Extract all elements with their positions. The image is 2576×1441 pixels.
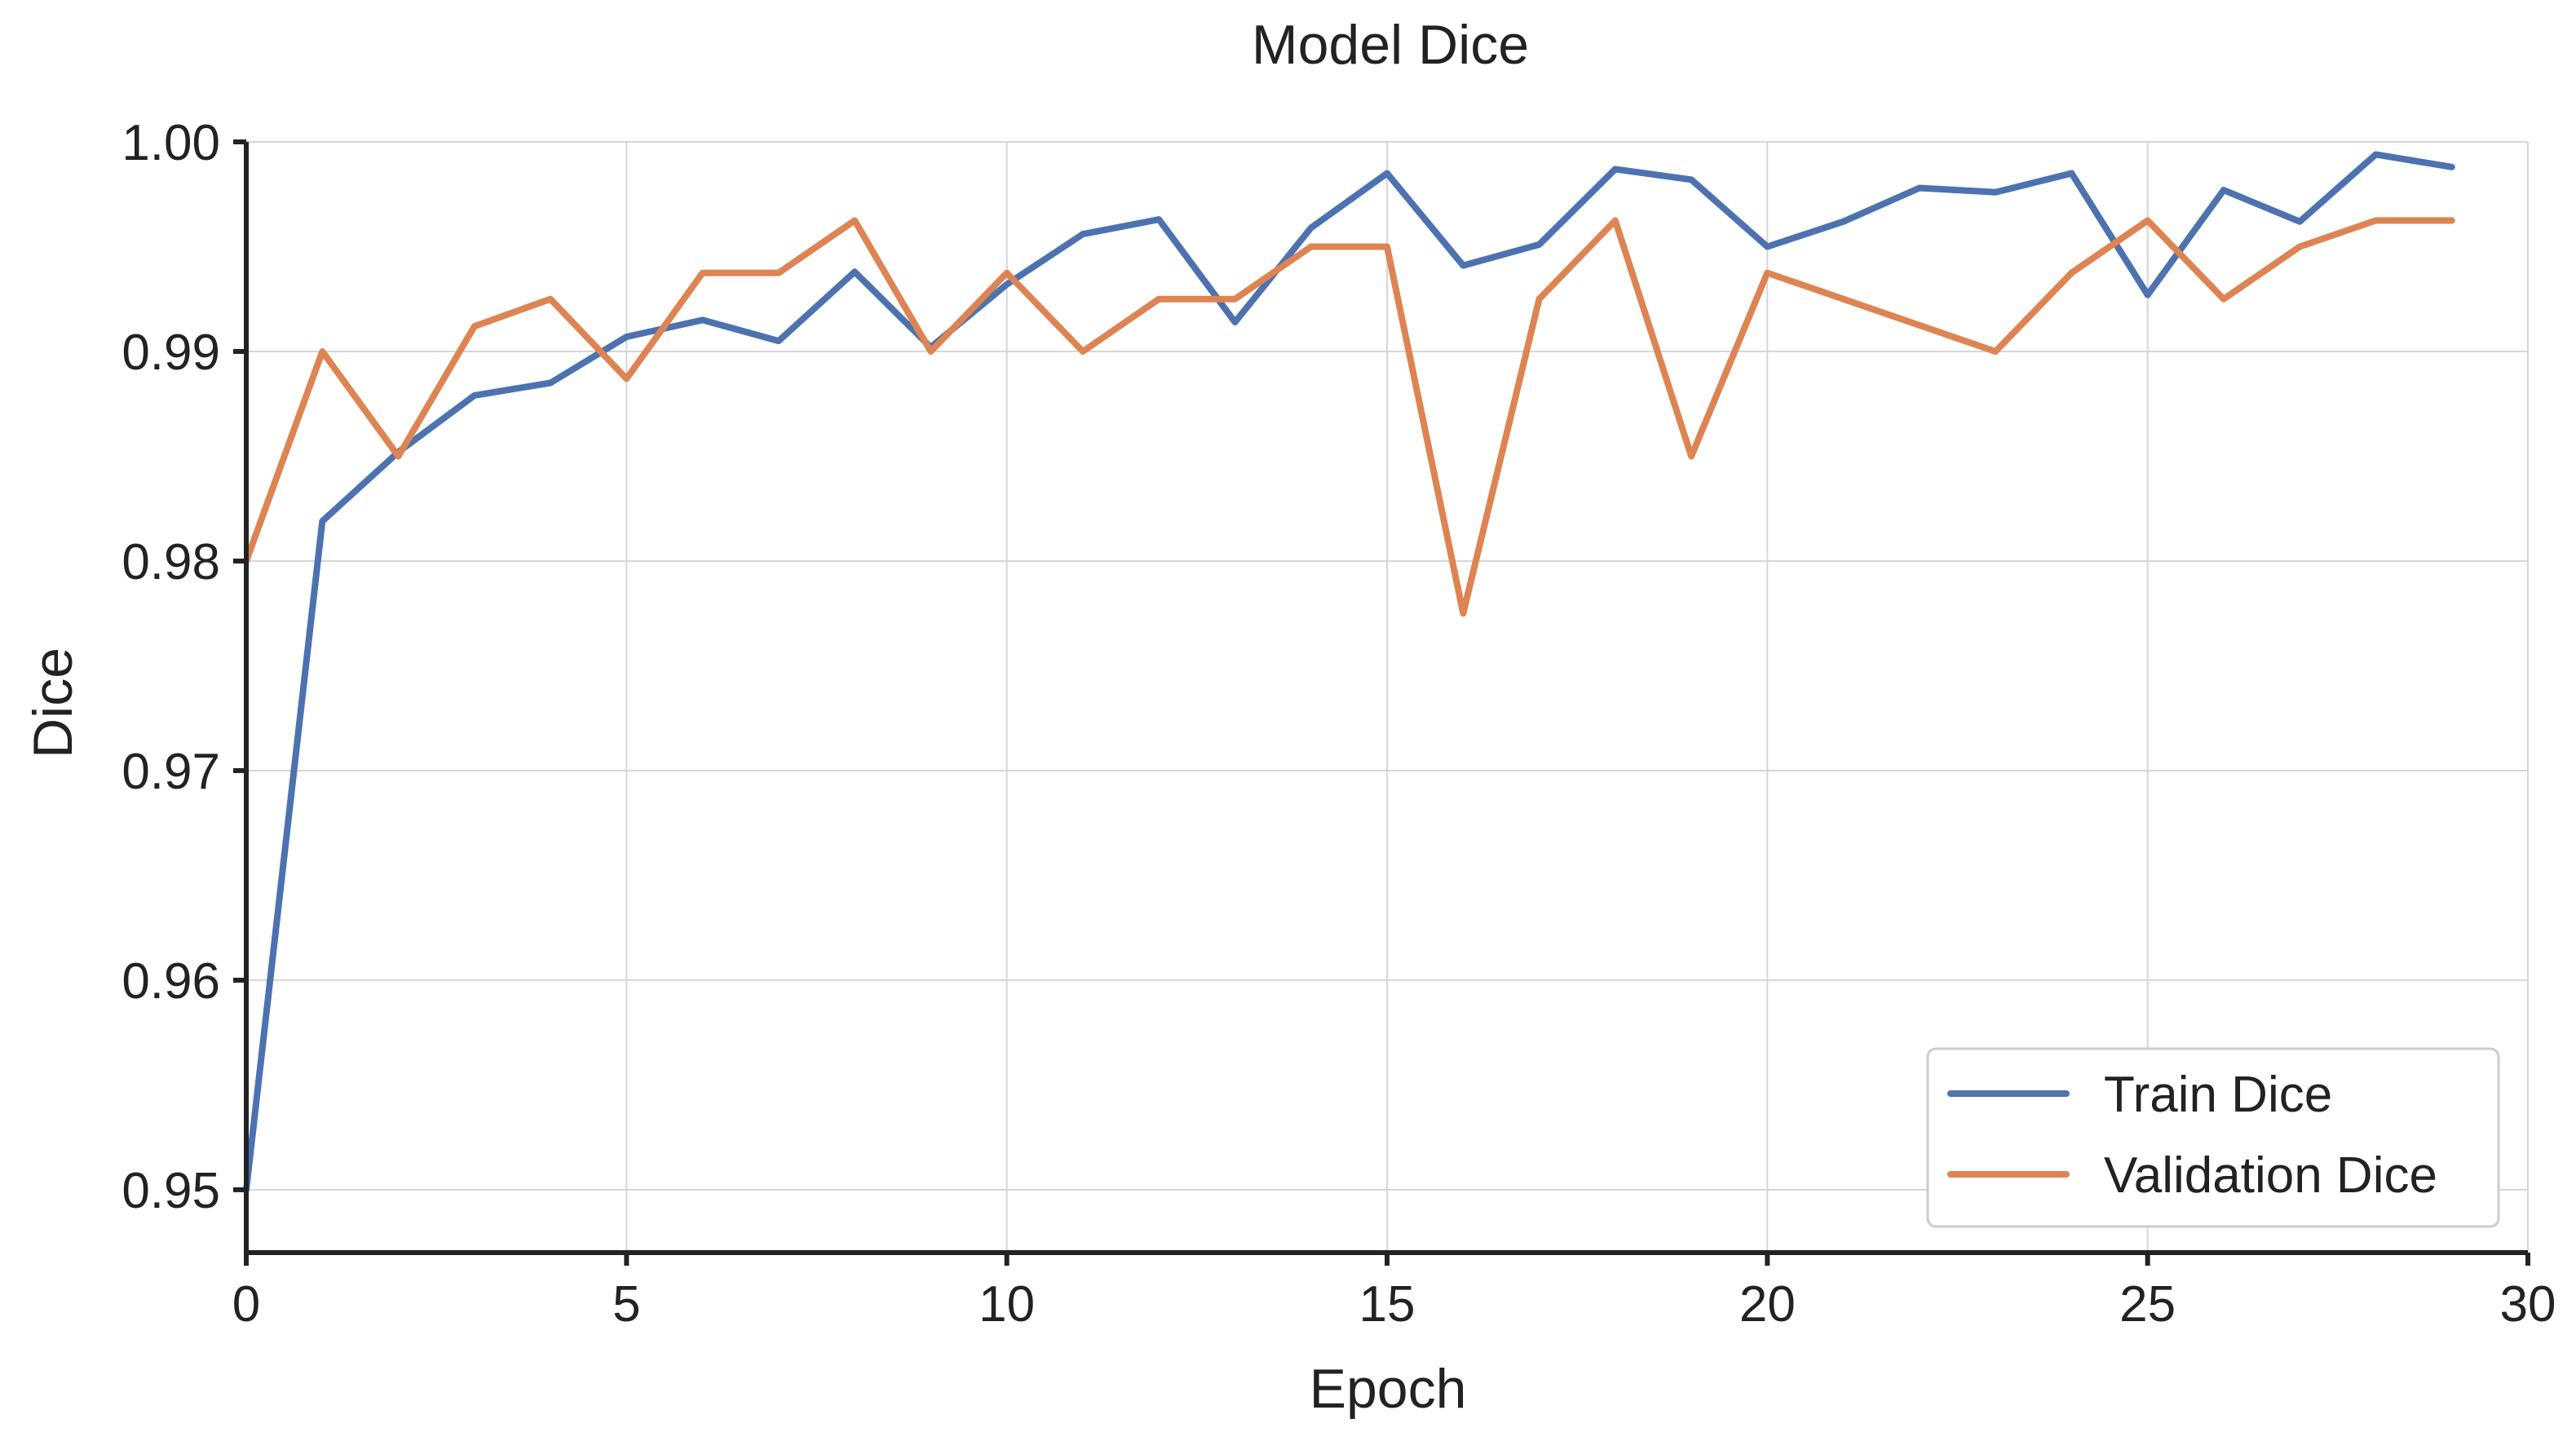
y-tick-label: 1.00 <box>122 115 220 171</box>
y-axis-label: Dice <box>22 648 84 758</box>
x-tick-label: 10 <box>979 1276 1035 1333</box>
legend: Train Dice Validation Dice <box>1926 1047 2500 1228</box>
y-tick-label: 0.97 <box>122 744 220 800</box>
x-tick-label: 5 <box>612 1276 640 1333</box>
legend-box <box>1926 1047 2500 1228</box>
x-axis-label: Epoch <box>1310 1358 1467 1420</box>
gridlines <box>245 141 2529 1253</box>
y-tick-label: 0.96 <box>122 953 220 1010</box>
x-tick-label: 15 <box>1359 1276 1416 1333</box>
x-tick-label: 25 <box>2119 1276 2176 1333</box>
x-tick-label: 20 <box>1739 1276 1796 1333</box>
legend-label-validation: Validation Dice <box>2104 1147 2437 1204</box>
x-tick-label: 0 <box>232 1276 260 1333</box>
y-tick-label: 0.98 <box>122 534 220 590</box>
legend-label-train: Train Dice <box>2104 1067 2332 1123</box>
series-layer <box>243 151 2455 1193</box>
y-tick-label: 0.99 <box>122 325 220 381</box>
x-tick-label: 30 <box>2500 1276 2556 1333</box>
chart-title: Model Dice <box>1252 14 1529 76</box>
y-axis-ticks: 0.95 0.96 0.97 0.98 0.99 1.00 <box>122 115 246 1219</box>
x-axis-ticks: 0 5 10 15 20 25 30 <box>232 1253 2556 1333</box>
series-line-validation-dice <box>243 217 2455 617</box>
y-tick-label: 0.95 <box>122 1163 220 1219</box>
series-line-train-dice <box>243 151 2455 1193</box>
